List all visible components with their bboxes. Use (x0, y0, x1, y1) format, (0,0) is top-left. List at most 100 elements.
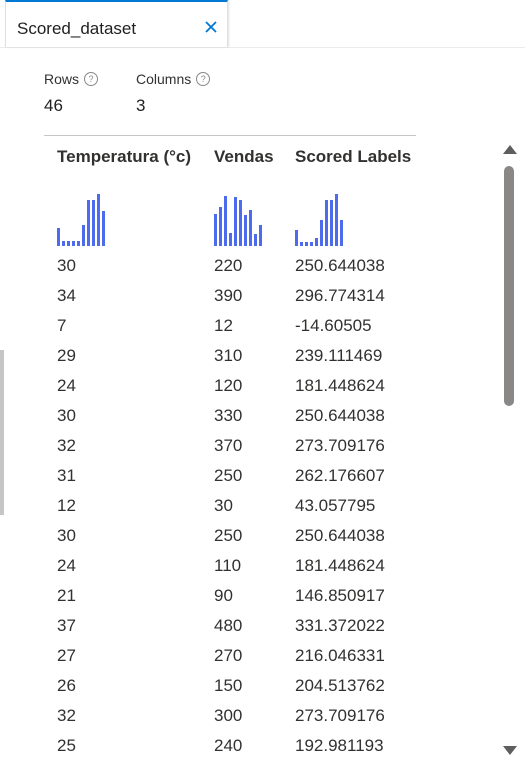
table-cell: 250.644038 (295, 526, 385, 545)
table-cell: 262.176607 (295, 466, 385, 485)
info-icon[interactable]: ? (196, 72, 211, 86)
histogram-bar (244, 215, 247, 246)
table-row[interactable]: 32 370 273.709176 (0, 432, 500, 462)
table-cell: 250 (214, 466, 243, 485)
table-cell: 21 (57, 586, 76, 605)
table-row[interactable]: 31 250 262.176607 (0, 462, 500, 492)
table-cell: 30 (57, 526, 76, 545)
table-cell: 273.709176 (295, 706, 385, 725)
table-cell: 7 (57, 316, 67, 335)
table-cell: 181.448624 (295, 376, 385, 395)
table-cell: 31 (57, 466, 76, 485)
table-row[interactable]: 30 220 250.644038 (0, 252, 500, 282)
table-row[interactable]: 12 30 43.057795 (0, 492, 500, 522)
table-cell: 296.774314 (295, 286, 385, 305)
table-row[interactable]: 24 110 181.448624 (0, 552, 500, 582)
table-cell: 32 (57, 706, 76, 725)
rows-value: 46 (44, 96, 63, 115)
table-row[interactable]: 30 250 250.644038 (0, 522, 500, 552)
histogram-bar (57, 228, 60, 246)
columns-stat: Columns ? 3 (136, 70, 211, 116)
table-row[interactable]: 26 150 204.513762 (0, 672, 500, 702)
table-cell: 25 (57, 736, 76, 755)
table-cell: 26 (57, 676, 76, 695)
table-row[interactable]: 34 390 296.774314 (0, 282, 500, 312)
histogram-bar (87, 200, 90, 246)
table-row[interactable]: 32 300 273.709176 (0, 702, 500, 732)
table-cell: 12 (57, 496, 76, 515)
table-cell: 34 (57, 286, 76, 305)
table-cell: 239.111469 (295, 346, 383, 365)
histogram-bar (77, 241, 80, 246)
table-cell: 110 (214, 556, 242, 575)
table-row[interactable]: 24 120 181.448624 (0, 372, 500, 402)
tab-bar: Scored_dataset (0, 0, 525, 48)
table-cell: 43.057795 (295, 496, 376, 515)
table-cell: 37 (57, 616, 76, 635)
info-icon[interactable]: ? (84, 72, 99, 86)
table-cell: 250.644038 (295, 406, 385, 425)
table-row[interactable]: 25 240 192.981193 (0, 732, 500, 762)
histogram-bar (92, 200, 95, 246)
table-cell: 192.981193 (295, 736, 384, 755)
table-row[interactable]: 7 12 -14.60505 (0, 312, 500, 342)
tab-scored-dataset[interactable]: Scored_dataset (5, 0, 228, 47)
histogram-bar (219, 207, 222, 246)
scroll-up-arrow-icon[interactable] (503, 145, 517, 154)
column-header-scored-labels[interactable]: Scored Labels (295, 147, 412, 166)
table-cell: 120 (214, 376, 243, 395)
table-row[interactable]: 37 480 331.372022 (0, 612, 500, 642)
table-cell: 24 (57, 556, 76, 575)
close-icon[interactable] (202, 18, 220, 36)
table-cell: 310 (214, 346, 243, 365)
table-cell: 150 (214, 676, 243, 695)
table-cell: 27 (57, 646, 76, 665)
histogram-bar (330, 200, 333, 246)
tab-title: Scored_dataset (17, 19, 137, 38)
table-cell: 250.644038 (295, 256, 385, 275)
table-cell: 29 (57, 346, 76, 365)
histogram-temperatura (57, 192, 105, 246)
histogram-bar (320, 220, 323, 246)
table-cell: 240 (214, 736, 243, 755)
histogram-bar (97, 194, 100, 246)
table-cell: 146.850917 (295, 586, 385, 605)
column-header-vendas[interactable]: Vendas (214, 147, 274, 166)
histogram-bar (259, 225, 262, 246)
table-cell: 250 (214, 526, 243, 545)
scroll-down-arrow-icon[interactable] (503, 746, 517, 755)
table-cell: 30 (214, 496, 233, 515)
histogram-bar (239, 200, 242, 246)
table-cell: 300 (214, 706, 243, 725)
data-rows: 30 220 250.644038 34 390 296.774314 7 12 -14.605… (0, 252, 500, 762)
table-cell: 90 (214, 586, 233, 605)
histogram-bar (234, 197, 237, 246)
histogram-bar (224, 196, 227, 246)
columns-label: Columns (136, 71, 192, 87)
scrollbar-thumb[interactable] (504, 166, 514, 406)
table-cell: 30 (57, 406, 76, 425)
table-cell: 390 (214, 286, 243, 305)
divider (44, 135, 416, 136)
columns-value: 3 (136, 96, 146, 115)
column-header-temperatura[interactable]: Temperatura (°c) (57, 147, 192, 166)
histogram-bar (335, 194, 338, 246)
table-row[interactable]: 29 310 239.111469 (0, 342, 500, 372)
panel-edge (0, 350, 4, 515)
histogram-bar (325, 200, 328, 246)
histogram-bar (102, 211, 105, 246)
histogram-scored-labels (295, 192, 343, 246)
table-cell: 370 (214, 436, 243, 455)
table-row[interactable]: 21 90 146.850917 (0, 582, 500, 612)
histogram-bar (310, 242, 313, 246)
table-cell: 273.709176 (295, 436, 385, 455)
histogram-bar (300, 242, 303, 246)
histogram-bar (82, 225, 85, 246)
table-row[interactable]: 30 330 250.644038 (0, 402, 500, 432)
histogram-bar (340, 220, 343, 246)
histogram-bar (62, 241, 65, 246)
table-row[interactable]: 27 270 216.046331 (0, 642, 500, 672)
table-cell: 32 (57, 436, 76, 455)
table-cell: 220 (214, 256, 243, 275)
table-cell: 24 (57, 376, 76, 395)
